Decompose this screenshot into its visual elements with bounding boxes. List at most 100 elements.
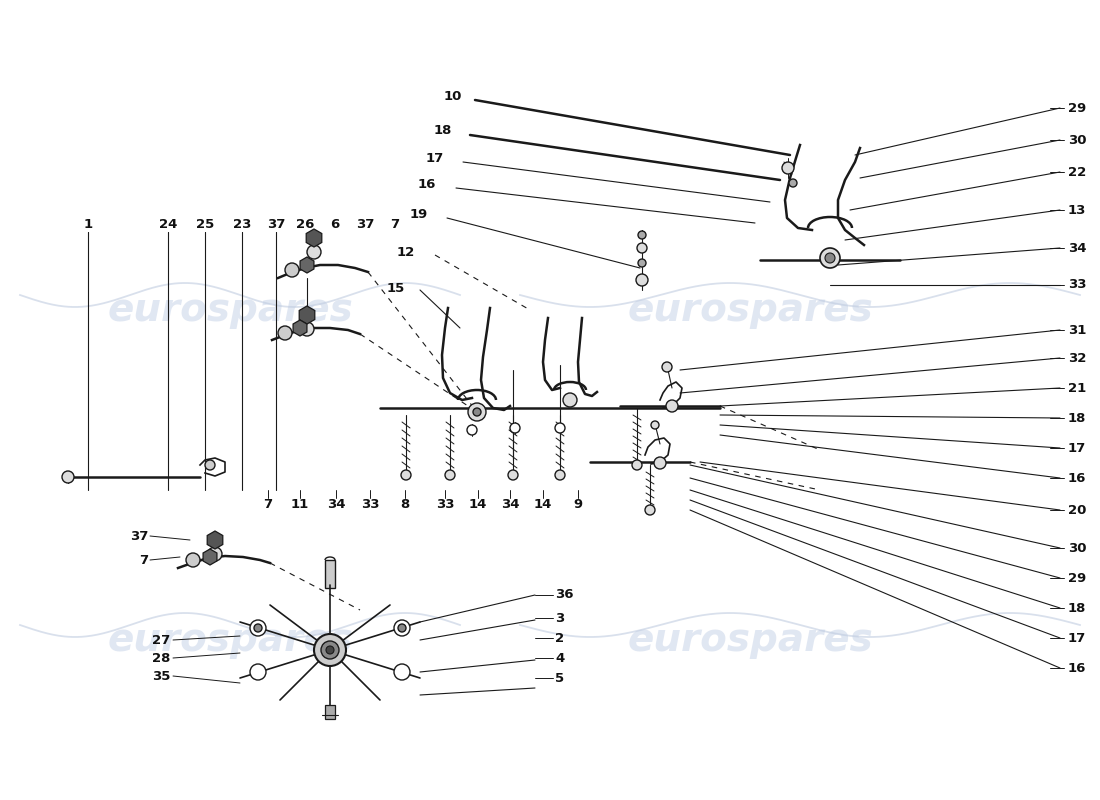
Polygon shape <box>293 320 307 336</box>
Text: eurospares: eurospares <box>627 621 873 659</box>
Circle shape <box>825 253 835 263</box>
Circle shape <box>402 470 411 480</box>
Circle shape <box>278 326 292 340</box>
Text: 18: 18 <box>1068 411 1087 425</box>
Text: 14: 14 <box>534 498 552 511</box>
Text: 34: 34 <box>500 498 519 511</box>
Circle shape <box>205 460 214 470</box>
Circle shape <box>782 162 794 174</box>
Circle shape <box>563 393 578 407</box>
Text: 30: 30 <box>1068 134 1087 146</box>
Text: 36: 36 <box>556 589 573 602</box>
Circle shape <box>398 624 406 632</box>
Circle shape <box>62 471 74 483</box>
Text: 13: 13 <box>1068 203 1087 217</box>
Circle shape <box>206 553 214 561</box>
Circle shape <box>510 423 520 433</box>
Circle shape <box>446 470 455 480</box>
Text: 16: 16 <box>418 178 436 190</box>
Text: 34: 34 <box>1068 242 1087 254</box>
Circle shape <box>645 505 654 515</box>
Circle shape <box>285 263 299 277</box>
Text: 29: 29 <box>1068 102 1087 114</box>
Circle shape <box>662 362 672 372</box>
Circle shape <box>321 641 339 659</box>
Text: 14: 14 <box>469 498 487 511</box>
Circle shape <box>314 634 346 666</box>
Circle shape <box>789 179 797 187</box>
Text: eurospares: eurospares <box>107 291 353 329</box>
Text: 4: 4 <box>556 651 564 665</box>
Text: 37: 37 <box>355 218 374 230</box>
Circle shape <box>637 243 647 253</box>
Polygon shape <box>207 531 223 549</box>
Text: 17: 17 <box>1068 631 1087 645</box>
Text: 3: 3 <box>556 611 564 625</box>
Text: 15: 15 <box>387 282 405 294</box>
Polygon shape <box>204 549 217 565</box>
Text: 7: 7 <box>139 554 148 566</box>
Text: 31: 31 <box>1068 323 1087 337</box>
Text: 5: 5 <box>556 671 564 685</box>
Circle shape <box>556 423 565 433</box>
Text: 2: 2 <box>556 631 564 645</box>
Text: 33: 33 <box>361 498 379 511</box>
Polygon shape <box>299 306 315 324</box>
Circle shape <box>636 274 648 286</box>
Text: 28: 28 <box>152 651 170 665</box>
Circle shape <box>394 620 410 636</box>
Circle shape <box>254 624 262 632</box>
Circle shape <box>508 470 518 480</box>
Text: 8: 8 <box>400 498 409 511</box>
Text: eurospares: eurospares <box>107 621 353 659</box>
Text: 7: 7 <box>263 498 273 511</box>
Text: 9: 9 <box>573 498 583 511</box>
Circle shape <box>300 322 313 336</box>
Text: eurospares: eurospares <box>627 291 873 329</box>
Text: 18: 18 <box>1068 602 1087 614</box>
Circle shape <box>556 470 565 480</box>
Polygon shape <box>306 229 322 247</box>
Circle shape <box>250 664 266 680</box>
Text: 20: 20 <box>1068 503 1087 517</box>
Text: 7: 7 <box>390 218 399 230</box>
Text: 34: 34 <box>327 498 345 511</box>
Text: 27: 27 <box>152 634 170 646</box>
Circle shape <box>820 248 840 268</box>
Text: 29: 29 <box>1068 571 1087 585</box>
Polygon shape <box>300 257 313 273</box>
Text: 35: 35 <box>152 670 170 682</box>
Circle shape <box>651 421 659 429</box>
Circle shape <box>186 553 200 567</box>
Circle shape <box>638 259 646 267</box>
Text: 6: 6 <box>330 218 340 230</box>
Text: 21: 21 <box>1068 382 1087 394</box>
Circle shape <box>326 646 334 654</box>
Text: 10: 10 <box>443 90 462 102</box>
Bar <box>324 705 336 719</box>
Text: 11: 11 <box>290 498 309 511</box>
Circle shape <box>208 547 222 561</box>
Circle shape <box>250 620 266 636</box>
Text: 23: 23 <box>233 218 251 230</box>
Text: 37: 37 <box>130 530 148 542</box>
Circle shape <box>468 425 477 435</box>
Text: 18: 18 <box>433 123 452 137</box>
Text: 33: 33 <box>436 498 454 511</box>
Text: 37: 37 <box>267 218 285 230</box>
Circle shape <box>468 403 486 421</box>
Text: 30: 30 <box>1068 542 1087 554</box>
Circle shape <box>632 460 642 470</box>
Circle shape <box>473 408 481 416</box>
Bar <box>324 560 336 588</box>
Text: 17: 17 <box>1068 442 1087 454</box>
Text: 16: 16 <box>1068 471 1087 485</box>
Text: 12: 12 <box>397 246 415 258</box>
Text: 26: 26 <box>296 218 315 230</box>
Text: 16: 16 <box>1068 662 1087 674</box>
Text: 24: 24 <box>158 218 177 230</box>
Circle shape <box>394 664 410 680</box>
Circle shape <box>654 457 666 469</box>
Text: 1: 1 <box>84 218 92 230</box>
Circle shape <box>307 245 321 259</box>
